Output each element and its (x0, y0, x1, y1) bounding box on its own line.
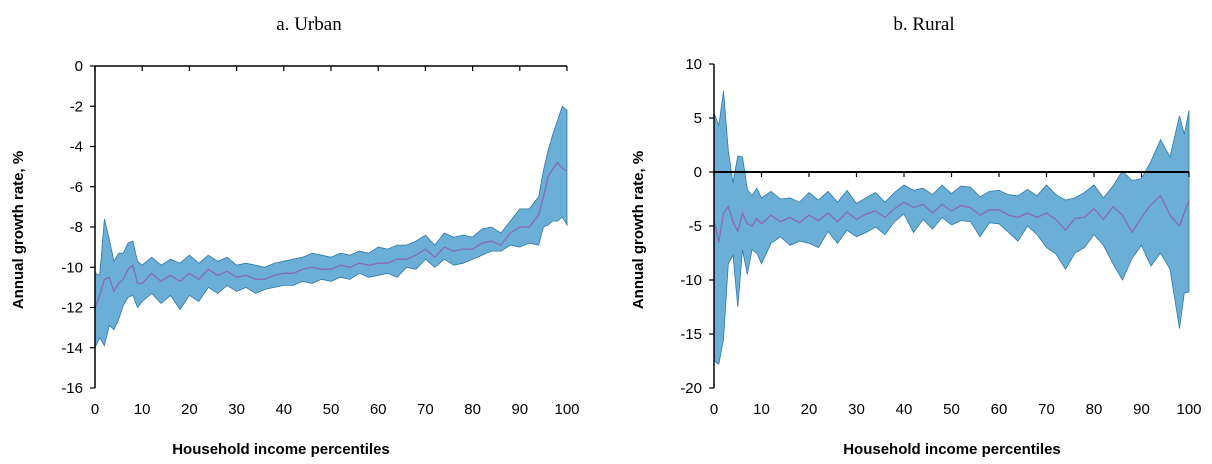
rural-y-tick-label: -15 (680, 326, 702, 343)
urban-y-tick-label: -16 (61, 380, 83, 397)
rural-x-tick-label: 20 (801, 401, 818, 418)
urban-y-tick-label: -2 (70, 98, 83, 115)
urban-x-tick-label: 50 (323, 401, 340, 418)
rural-x-axis-title: Household income percentiles (843, 441, 1061, 458)
urban-x-tick-label: 100 (554, 401, 579, 418)
urban-y-tick-label: -12 (61, 300, 83, 317)
urban-x-tick-label: 70 (417, 401, 434, 418)
rural-y-tick-label: 10 (685, 56, 702, 73)
urban-y-tick-label: -10 (61, 259, 83, 276)
rural-y-tick-label: 0 (694, 164, 702, 181)
rural-y-tick-label: -10 (680, 272, 702, 289)
rural-median-line (713, 194, 1190, 243)
urban-title: a. Urban (276, 14, 342, 35)
urban-x-tick-label: 0 (91, 401, 99, 418)
urban-panel: a. Urban Annual growth rate, % Household… (10, 14, 580, 458)
rural-x-tick-label: 50 (943, 401, 960, 418)
urban-x-tick-label: 60 (370, 401, 387, 418)
urban-y-tick-label: -4 (70, 139, 83, 156)
urban-y-tick-label: -6 (70, 179, 83, 196)
rural-x-tick-label: 80 (1086, 401, 1103, 418)
rural-panel: b. Rural Annual growth rate, % Household… (630, 14, 1202, 458)
urban-plot: 0 -2 -4 -6 -8 -10 -12 -14 -16 0 10 20 30 40 50 60 70 80 90… (61, 58, 579, 418)
urban-median-line (94, 161, 568, 308)
rural-y-axis-title: Annual growth rate, % (630, 151, 647, 309)
rural-title: b. Rural (893, 14, 954, 35)
urban-y-tick-label: -14 (61, 340, 83, 357)
urban-x-tick-label: 20 (181, 401, 198, 418)
urban-y-tick-label: 0 (75, 58, 83, 75)
rural-y-tick-label: -5 (689, 218, 702, 235)
rural-x-tick-label: 100 (1176, 401, 1201, 418)
rural-confidence-band (713, 90, 1190, 365)
urban-y-axis-title: Annual growth rate, % (10, 151, 27, 309)
urban-y-tick-label: -8 (70, 219, 83, 236)
rural-x-tick-label: 0 (710, 401, 718, 418)
rural-x-tick-label: 40 (896, 401, 913, 418)
rural-x-tick-label: 70 (1038, 401, 1055, 418)
rural-y-tick-label: -20 (680, 380, 702, 397)
rural-y-tick-label: 5 (694, 110, 702, 127)
urban-x-tick-label: 90 (511, 401, 528, 418)
rural-x-tick-label: 90 (1133, 401, 1150, 418)
urban-x-tick-label: 10 (134, 401, 151, 418)
urban-confidence-band (94, 105, 568, 348)
urban-x-tick-label: 40 (275, 401, 292, 418)
urban-x-axis-title: Household income percentiles (172, 441, 390, 458)
urban-x-tick-label: 80 (464, 401, 481, 418)
rural-x-tick-label: 60 (991, 401, 1008, 418)
urban-x-tick-label: 30 (228, 401, 245, 418)
rural-x-tick-label: 30 (848, 401, 865, 418)
rural-x-tick-label: 10 (753, 401, 770, 418)
